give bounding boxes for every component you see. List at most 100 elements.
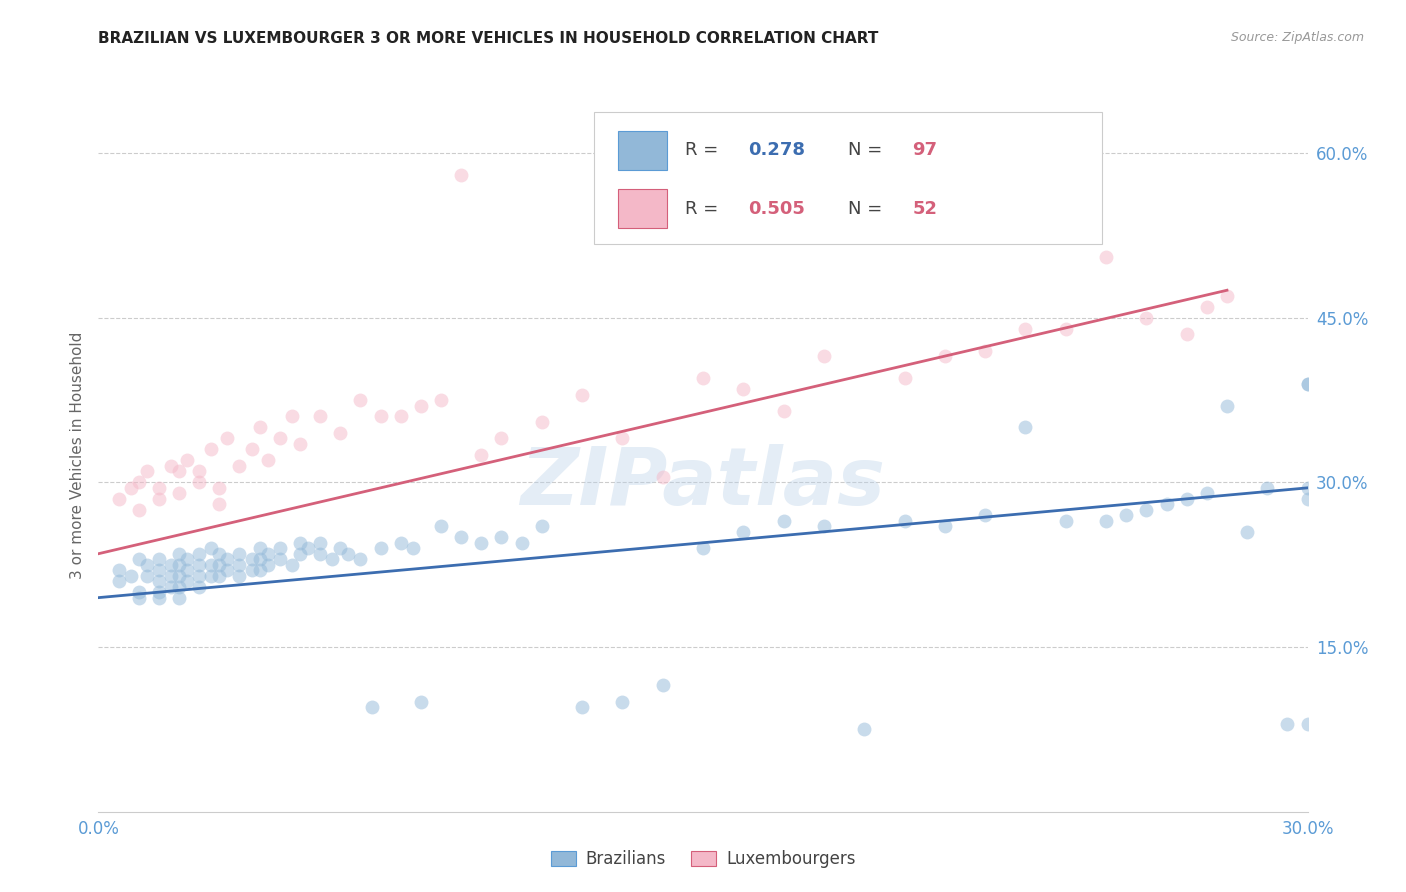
Point bbox=[167, 558, 190, 572]
Point bbox=[160, 568, 183, 582]
Point bbox=[188, 475, 211, 490]
Point bbox=[813, 349, 835, 363]
Point bbox=[893, 514, 915, 528]
Point bbox=[370, 541, 392, 556]
Point bbox=[128, 552, 150, 566]
Point bbox=[281, 558, 304, 572]
Point bbox=[188, 580, 211, 594]
Point bbox=[128, 475, 150, 490]
Point bbox=[974, 508, 997, 523]
Point bbox=[853, 723, 876, 737]
Text: N =: N = bbox=[848, 200, 889, 218]
Point bbox=[337, 547, 360, 561]
Point bbox=[135, 558, 157, 572]
Point bbox=[402, 541, 425, 556]
Point bbox=[228, 458, 250, 473]
Point bbox=[167, 568, 190, 582]
Point bbox=[148, 574, 170, 589]
Point bbox=[176, 453, 198, 467]
Text: R =: R = bbox=[685, 141, 724, 159]
Point bbox=[813, 519, 835, 533]
Point bbox=[128, 591, 150, 605]
Point bbox=[107, 574, 129, 589]
Point bbox=[1175, 327, 1198, 342]
Point bbox=[321, 552, 343, 566]
Point bbox=[249, 552, 271, 566]
Point bbox=[269, 541, 291, 556]
Point bbox=[176, 574, 198, 589]
Text: Source: ZipAtlas.com: Source: ZipAtlas.com bbox=[1230, 31, 1364, 45]
Point bbox=[217, 552, 239, 566]
Bar bbox=[619, 189, 666, 228]
Point bbox=[1256, 481, 1278, 495]
Point bbox=[167, 486, 190, 500]
Point bbox=[1296, 491, 1319, 506]
Point bbox=[1195, 486, 1218, 500]
Point bbox=[470, 448, 492, 462]
Point bbox=[208, 497, 231, 511]
Point bbox=[1135, 503, 1157, 517]
Point bbox=[309, 409, 332, 424]
Point bbox=[148, 552, 170, 566]
Point bbox=[200, 442, 222, 457]
Point bbox=[491, 530, 513, 544]
Point bbox=[176, 563, 198, 577]
Point bbox=[176, 552, 198, 566]
Point bbox=[309, 535, 332, 549]
Point bbox=[530, 415, 553, 429]
Point bbox=[974, 343, 997, 358]
Point bbox=[733, 382, 755, 396]
Point bbox=[160, 458, 183, 473]
Point bbox=[200, 558, 222, 572]
Point bbox=[1156, 497, 1178, 511]
Point bbox=[167, 580, 190, 594]
Point bbox=[1236, 524, 1258, 539]
Point bbox=[1095, 250, 1118, 264]
Point bbox=[217, 563, 239, 577]
Point bbox=[228, 547, 250, 561]
Point bbox=[1014, 321, 1036, 335]
Text: 0.278: 0.278 bbox=[748, 141, 804, 159]
Point bbox=[329, 541, 352, 556]
Point bbox=[208, 481, 231, 495]
Point bbox=[208, 547, 231, 561]
Point bbox=[288, 437, 311, 451]
Point bbox=[256, 453, 278, 467]
Point bbox=[1296, 481, 1319, 495]
Point bbox=[249, 563, 271, 577]
Point bbox=[1095, 514, 1118, 528]
Point bbox=[1277, 717, 1299, 731]
Point bbox=[167, 547, 190, 561]
Point bbox=[240, 552, 263, 566]
Point bbox=[217, 432, 239, 446]
Point bbox=[160, 580, 183, 594]
Point bbox=[934, 519, 956, 533]
Point bbox=[1115, 508, 1137, 523]
Point bbox=[188, 464, 211, 478]
Point bbox=[249, 420, 271, 434]
Point bbox=[240, 442, 263, 457]
Point bbox=[370, 409, 392, 424]
Point bbox=[1054, 321, 1077, 335]
Point bbox=[228, 568, 250, 582]
Point bbox=[612, 695, 634, 709]
Point bbox=[772, 404, 794, 418]
Point bbox=[128, 503, 150, 517]
Point bbox=[1296, 376, 1319, 391]
Point bbox=[430, 519, 453, 533]
Y-axis label: 3 or more Vehicles in Household: 3 or more Vehicles in Household bbox=[69, 331, 84, 579]
Point bbox=[107, 491, 129, 506]
Point bbox=[167, 464, 190, 478]
Text: 97: 97 bbox=[912, 141, 938, 159]
Point bbox=[256, 558, 278, 572]
Point bbox=[1135, 310, 1157, 325]
Point bbox=[288, 535, 311, 549]
Point bbox=[430, 392, 453, 407]
Point bbox=[240, 563, 263, 577]
Text: 52: 52 bbox=[912, 200, 938, 218]
Point bbox=[120, 481, 142, 495]
Point bbox=[651, 470, 673, 484]
Point bbox=[148, 591, 170, 605]
Point bbox=[188, 547, 211, 561]
Text: 0.505: 0.505 bbox=[748, 200, 804, 218]
